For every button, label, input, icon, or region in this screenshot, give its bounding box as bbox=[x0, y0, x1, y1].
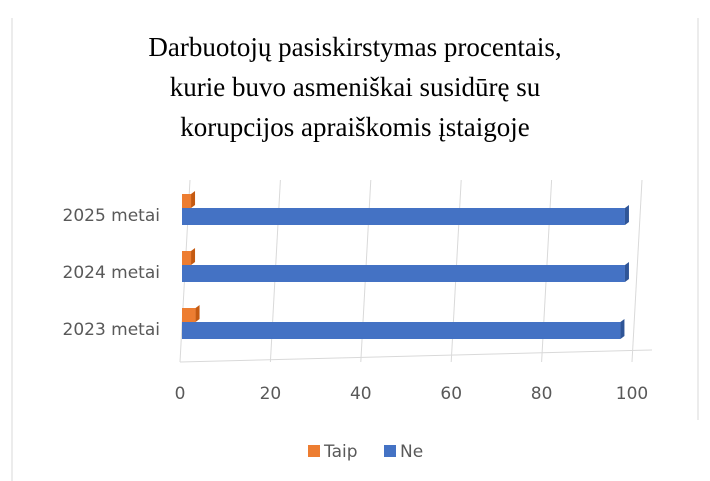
bar bbox=[182, 308, 196, 322]
bar-side bbox=[195, 305, 200, 322]
legend-label: Taip bbox=[323, 442, 358, 462]
legend-swatch bbox=[384, 445, 396, 457]
grid-line bbox=[631, 179, 643, 363]
bar bbox=[182, 208, 625, 225]
x-tick-label: 60 bbox=[440, 384, 462, 404]
x-tick-label: 80 bbox=[531, 384, 553, 404]
bar-side bbox=[624, 205, 629, 225]
y-tick-label: 2023 metai bbox=[63, 320, 161, 340]
bar-side bbox=[191, 191, 196, 208]
bar bbox=[182, 251, 192, 265]
bar bbox=[182, 322, 621, 339]
legend-swatch bbox=[308, 445, 320, 457]
bar-side bbox=[620, 319, 625, 339]
bar bbox=[182, 265, 625, 282]
bar-side bbox=[191, 248, 196, 265]
y-tick-label: 2024 metai bbox=[63, 263, 161, 283]
bar bbox=[182, 194, 192, 208]
chart-title: Darbuotojų pasiskirstymas procentais, kur… bbox=[148, 32, 561, 142]
legend-label: Ne bbox=[400, 442, 423, 462]
bar-side bbox=[624, 262, 629, 282]
x-tick-label: 0 bbox=[175, 384, 186, 404]
x-tick-label: 100 bbox=[616, 384, 648, 404]
x-tick-label: 40 bbox=[350, 384, 372, 404]
y-tick-label: 2025 metai bbox=[63, 206, 161, 226]
x-tick-label: 20 bbox=[260, 384, 282, 404]
floor-line bbox=[179, 349, 653, 363]
chart-title-text: Darbuotojų pasiskirstymas procentais, kur… bbox=[148, 32, 561, 142]
